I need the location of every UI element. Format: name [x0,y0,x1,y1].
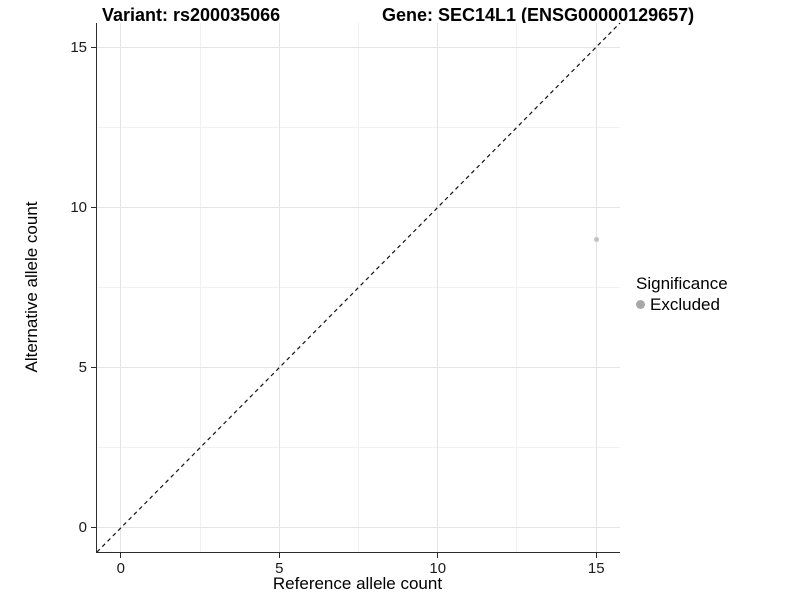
y-tick-mark [91,527,96,529]
x-tick-label: 15 [587,560,605,577]
y-axis-title: Alternative allele count [22,201,41,373]
legend: Significance Excluded [636,274,728,314]
plot-title-variant: Variant: rs200035066 [102,5,281,25]
plot-title-gene: Gene: SEC14L1 (ENSG00000129657) [382,5,695,25]
x-tick-mark [120,553,122,558]
y-tick-label: 15 [70,38,87,56]
legend-item-excluded: Excluded [636,295,728,314]
legend-title: Significance [636,274,728,293]
x-tick-label: 5 [275,560,284,577]
y-tick-label: 0 [78,519,87,537]
x-tick-mark [437,553,439,558]
y-tick-label: 5 [78,359,87,377]
identity-reference-line [96,22,621,553]
x-axis-title: Reference allele count [272,574,443,593]
data-point [593,236,599,242]
plot-panel: 0 5 10 15 0 5 10 15 [70,22,621,576]
y-tick-mark [91,367,96,369]
legend-key-dot [636,300,645,309]
x-tick-label: 10 [429,560,447,577]
x-tick-mark [278,553,280,558]
y-tick-label: 10 [70,198,87,216]
y-tick-mark [91,46,96,48]
y-tick-mark [91,206,96,208]
x-tick-mark [595,553,597,558]
legend-item-label: Excluded [650,295,720,314]
x-tick-label: 0 [116,560,125,577]
